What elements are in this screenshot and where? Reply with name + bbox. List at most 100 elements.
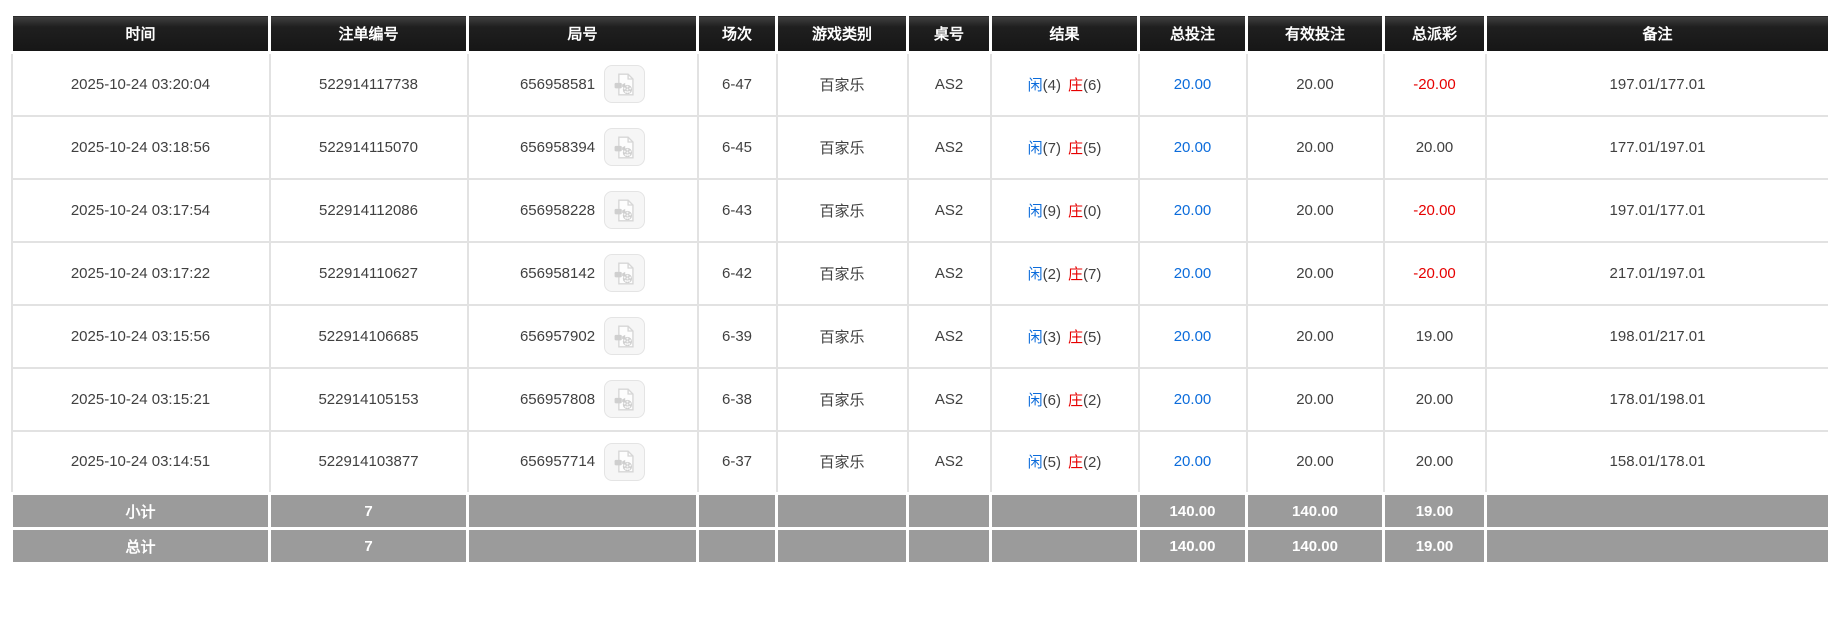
round-number: 656958228 [520,202,595,219]
round-number: 656957714 [520,453,595,470]
video-replay-button[interactable] [604,191,645,229]
bet-record-row: 2025-10-24 03:17:22 522914110627 6569581… [12,242,1828,305]
footer-empty-cell [777,494,908,529]
video-replay-button[interactable] [604,443,645,481]
bet-time: 2025-10-24 03:15:21 [12,368,270,431]
footer-empty-cell [698,529,777,564]
session-number: 6-37 [698,431,777,494]
round-number: 656958142 [520,265,595,282]
banker-score: (2) [1083,392,1101,409]
game-type: 百家乐 [777,431,908,494]
valid-bet: 20.00 [1247,179,1384,242]
video-replay-button[interactable] [604,380,645,418]
bet-number: 522914117738 [270,53,468,116]
subtotal-valid-bet: 140.00 [1247,494,1384,529]
banker-label: 庄 [1068,77,1083,94]
col-header-table-number: 桌号 [908,15,991,53]
player-label: 闲 [1028,266,1043,283]
remark: 198.01/217.01 [1486,305,1828,368]
total-bet: 20.00 [1139,116,1247,179]
round-number: 656957808 [520,391,595,408]
table-number: AS2 [908,179,991,242]
remark: 177.01/197.01 [1486,116,1828,179]
bet-time: 2025-10-24 03:14:51 [12,431,270,494]
total-payout: 20.00 [1384,116,1486,179]
video-replay-button[interactable] [604,128,645,166]
bet-time: 2025-10-24 03:15:56 [12,305,270,368]
footer-empty-cell [1486,494,1828,529]
bet-number: 522914103877 [270,431,468,494]
remark: 178.01/198.01 [1486,368,1828,431]
table-number: AS2 [908,242,991,305]
bet-record-row: 2025-10-24 03:15:56 522914106685 6569579… [12,305,1828,368]
session-number: 6-38 [698,368,777,431]
col-header-result: 结果 [991,15,1139,53]
total-bet: 20.00 [1139,368,1247,431]
total-bet: 20.00 [1139,53,1247,116]
col-header-valid-bet: 有效投注 [1247,15,1384,53]
bet-time: 2025-10-24 03:17:22 [12,242,270,305]
total-payout: 20.00 [1384,368,1486,431]
game-type: 百家乐 [777,368,908,431]
total-count: 7 [270,529,468,564]
total-bet: 20.00 [1139,242,1247,305]
player-score: (5) [1043,454,1061,471]
video-replay-button[interactable] [604,65,645,103]
session-number: 6-43 [698,179,777,242]
result-cell: 闲(6)庄(2) [991,368,1139,431]
subtotal-total-bet: 140.00 [1139,494,1247,529]
player-label: 闲 [1028,454,1043,471]
table-number: AS2 [908,116,991,179]
round-cell: 656957714 [468,431,698,494]
remark: 197.01/177.01 [1486,53,1828,116]
table-number: AS2 [908,368,991,431]
banker-label: 庄 [1068,329,1083,346]
col-header-session: 场次 [698,15,777,53]
table-header-row: 时间 注单编号 局号 场次 游戏类别 桌号 结果 总投注 有效投注 总派彩 备注 [12,15,1828,53]
round-cell: 656958228 [468,179,698,242]
video-replay-icon [611,323,638,350]
video-replay-button[interactable] [604,317,645,355]
banker-score: (2) [1083,454,1101,471]
valid-bet: 20.00 [1247,53,1384,116]
game-type: 百家乐 [777,305,908,368]
footer-empty-cell [991,494,1139,529]
video-replay-icon [611,197,638,224]
banker-label: 庄 [1068,203,1083,220]
valid-bet: 20.00 [1247,368,1384,431]
game-type: 百家乐 [777,116,908,179]
banker-label: 庄 [1068,454,1083,471]
round-number: 656958394 [520,139,595,156]
total-payout: 20.00 [1384,431,1486,494]
bet-time: 2025-10-24 03:20:04 [12,53,270,116]
total-row: 总计 7 140.00 140.00 19.00 [12,529,1828,564]
banker-label: 庄 [1068,140,1083,157]
bet-number: 522914112086 [270,179,468,242]
video-replay-button[interactable] [604,254,645,292]
valid-bet: 20.00 [1247,242,1384,305]
bet-time: 2025-10-24 03:17:54 [12,179,270,242]
result-cell: 闲(3)庄(5) [991,305,1139,368]
footer-empty-cell [1486,529,1828,564]
total-valid-bet: 140.00 [1247,529,1384,564]
session-number: 6-45 [698,116,777,179]
banker-label: 庄 [1068,392,1083,409]
video-replay-icon [611,260,638,287]
session-number: 6-39 [698,305,777,368]
subtotal-count: 7 [270,494,468,529]
round-cell: 656958581 [468,53,698,116]
total-payout: 19.00 [1384,529,1486,564]
banker-score: (6) [1083,77,1101,94]
round-cell: 656957902 [468,305,698,368]
player-label: 闲 [1028,77,1043,94]
result-cell: 闲(7)庄(5) [991,116,1139,179]
table-number: AS2 [908,53,991,116]
remark: 197.01/177.01 [1486,179,1828,242]
total-bet: 20.00 [1139,179,1247,242]
subtotal-row: 小计 7 140.00 140.00 19.00 [12,494,1828,529]
game-type: 百家乐 [777,242,908,305]
player-score: (7) [1043,140,1061,157]
total-label: 总计 [12,529,270,564]
banker-score: (7) [1083,266,1101,283]
table-body: 2025-10-24 03:20:04 522914117738 6569585… [12,53,1828,494]
